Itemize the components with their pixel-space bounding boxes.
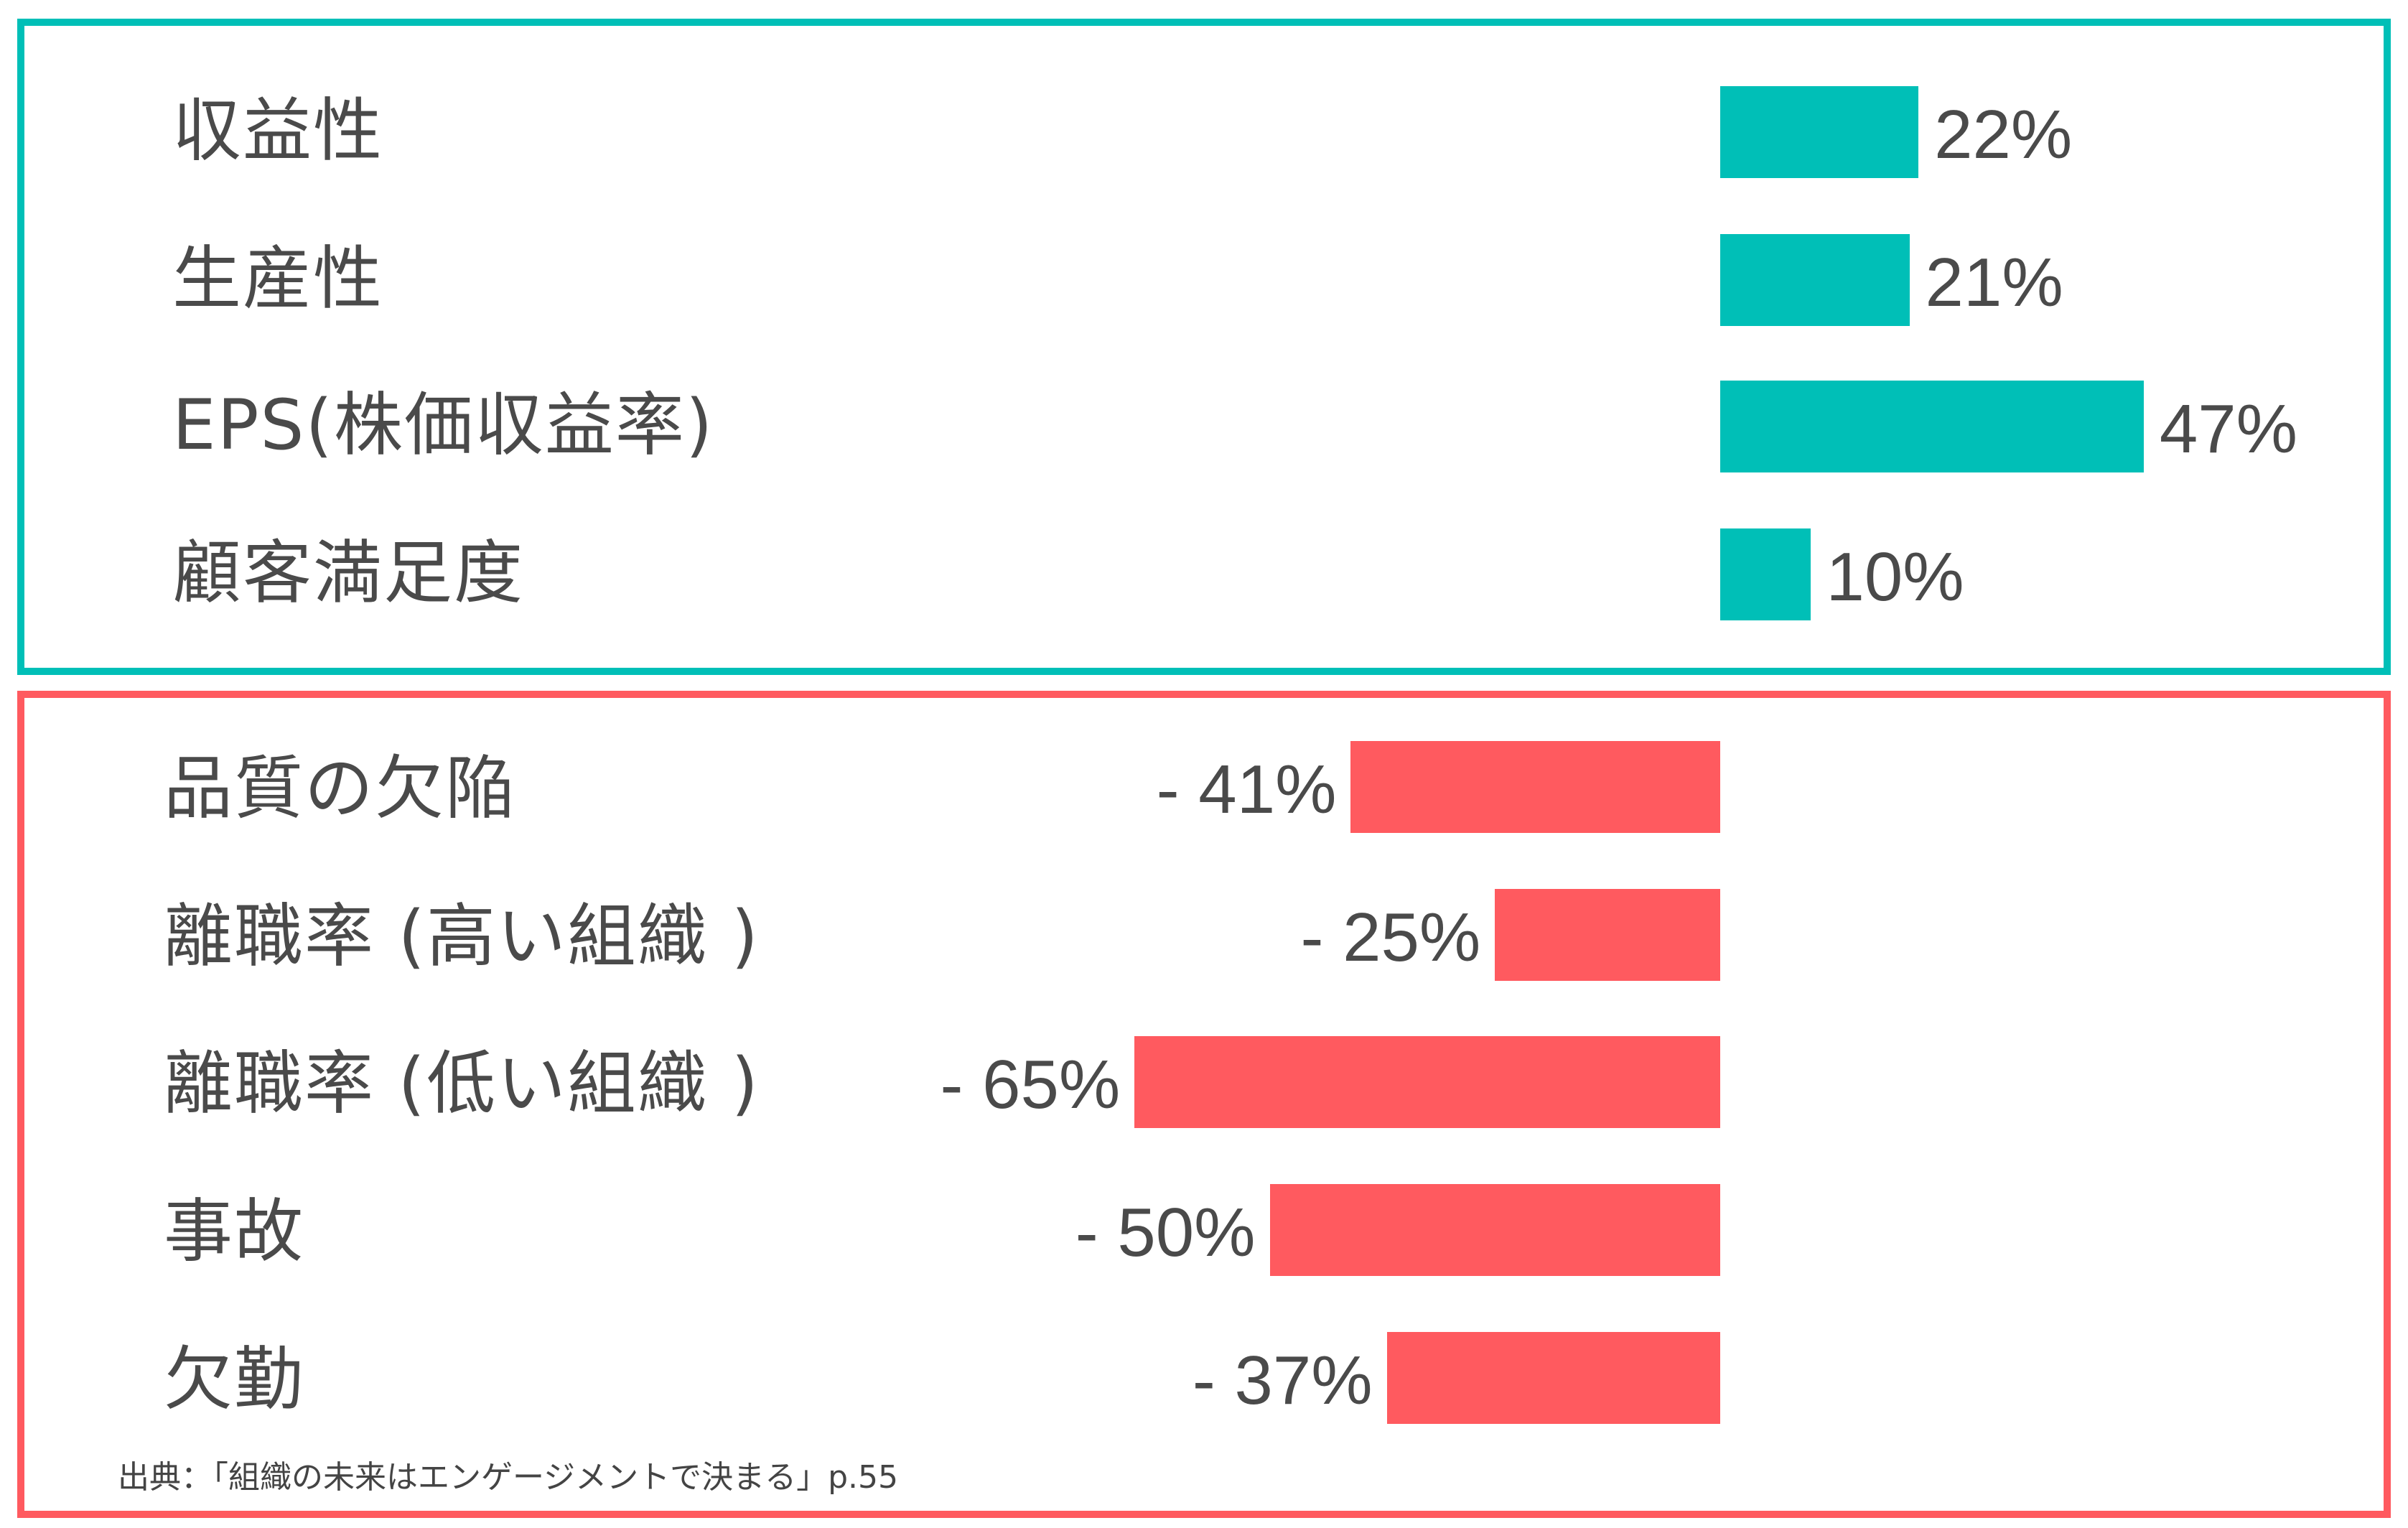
- value-label: - 41%: [1156, 751, 1337, 828]
- positive-effects-panel: [17, 19, 2391, 675]
- bar: [1720, 234, 1910, 326]
- bar: [1269, 1184, 1720, 1276]
- value-label: - 25%: [1300, 899, 1481, 976]
- value-label: - 37%: [1192, 1342, 1373, 1419]
- negative-effects-panel: [17, 691, 2391, 1518]
- category-label: EPS(株価収益率): [172, 385, 714, 465]
- bar: [1495, 889, 1720, 981]
- source-note: 出典：「組織の未来はエンゲージメントで決まる」p.55: [118, 1459, 899, 1496]
- category-label: 生産性: [172, 238, 383, 319]
- category-label: 欠勤: [164, 1339, 304, 1420]
- category-label: 離職率 (高い組織 ): [164, 896, 760, 977]
- bar: [1720, 381, 2144, 472]
- category-label: 品質の欠陥: [164, 748, 515, 829]
- bar: [1720, 528, 1811, 620]
- bar: [1386, 1332, 1720, 1424]
- value-label: 22%: [1934, 96, 2073, 173]
- value-label: 10%: [1826, 539, 1964, 615]
- category-label: 離職率 (低い組織 ): [164, 1043, 760, 1124]
- bar: [1134, 1036, 1720, 1128]
- value-label: 47%: [2159, 391, 2297, 467]
- value-label: - 65%: [940, 1046, 1121, 1123]
- category-label: 顧客満足度: [172, 533, 524, 613]
- category-label: 事故: [164, 1191, 304, 1272]
- bar: [1350, 741, 1720, 833]
- value-label: - 50%: [1075, 1194, 1256, 1271]
- bar: [1720, 86, 1919, 178]
- value-label: 21%: [1925, 244, 2063, 321]
- category-label: 収益性: [172, 90, 383, 171]
